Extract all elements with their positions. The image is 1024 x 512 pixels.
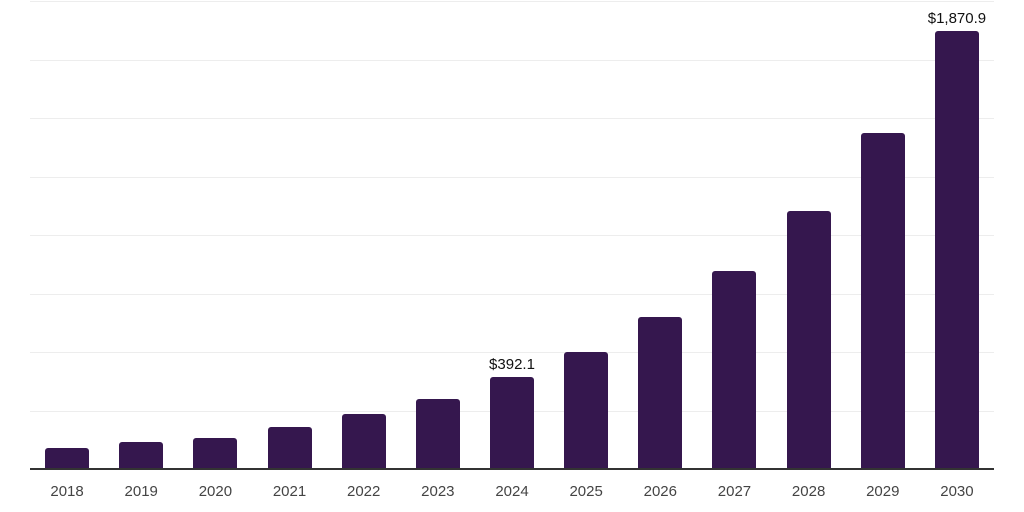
bar-2027: [712, 271, 757, 469]
gridline: [30, 118, 994, 119]
bar-2030: [934, 31, 979, 469]
bar-2022: [341, 414, 386, 469]
bar-2028: [786, 211, 831, 469]
bar-2026: [638, 316, 683, 469]
value-label-2030: $1,870.9: [927, 10, 987, 28]
gridline: [30, 235, 994, 236]
x-axis-label-2020: 2020: [198, 483, 233, 500]
x-axis-line: [30, 468, 994, 470]
gridline: [30, 293, 994, 295]
x-axis-label-2026: 2026: [643, 483, 677, 500]
x-axis-label-2018: 2018: [50, 483, 84, 500]
bar-2020: [193, 437, 238, 469]
bar-2025: [564, 352, 609, 469]
x-axis-label-2023: 2023: [421, 483, 455, 500]
value-label-2024: $392.1: [489, 356, 535, 374]
gridline: [30, 59, 994, 61]
bar-2019: [119, 442, 164, 469]
x-axis-label-2024: 2024: [495, 483, 529, 500]
x-axis-label-2021: 2021: [272, 483, 307, 500]
gridline: [30, 1, 994, 2]
bar-2024: [490, 377, 534, 469]
bar-2021: [267, 427, 312, 469]
x-axis-label-2019: 2019: [124, 483, 158, 500]
x-axis-label-2029: 2029: [866, 483, 900, 500]
x-axis-label-2027: 2027: [717, 483, 752, 500]
bar-2018: [45, 447, 90, 469]
x-axis-label-2028: 2028: [791, 483, 826, 500]
gridline: [30, 176, 994, 178]
x-axis-label-2022: 2022: [347, 483, 381, 500]
bar-2023: [415, 399, 460, 469]
gridline: [30, 352, 994, 353]
x-axis-label-2030: 2030: [940, 483, 974, 500]
bar-2029: [860, 132, 905, 469]
x-axis-label-2025: 2025: [569, 483, 603, 500]
